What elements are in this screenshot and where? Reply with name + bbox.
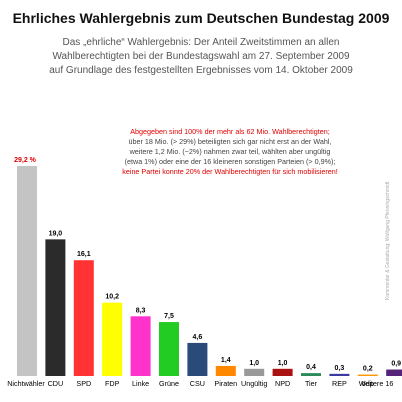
- value-label-10: 0,4: [306, 364, 316, 371]
- note-line-1: Abgegeben sind 100% der mehr als 62 Mio.…: [130, 127, 330, 136]
- bar-2: [73, 260, 94, 376]
- bars-group: [17, 166, 402, 376]
- bar-12: [357, 374, 378, 376]
- bar-0: [17, 166, 37, 376]
- bar-9: [272, 368, 293, 376]
- bar-1: [45, 239, 66, 376]
- bar-10: [301, 373, 321, 376]
- note-line-3: weitere 1,2 Mio. (~2%) nahmen zwar teil,…: [129, 147, 331, 156]
- note-line-5: keine Partei konnte 20% der Wahlberechti…: [122, 167, 337, 176]
- category-label-12: ödp: [362, 379, 374, 388]
- value-label-8: 1,0: [249, 360, 259, 367]
- note-line-2: über 18 Mio. (> 29%) beteiligten sich ga…: [129, 137, 332, 146]
- subtitle-line-1: Das „ehrliche“ Wahlergebnis: Der Anteil …: [62, 37, 340, 48]
- category-label-4: Linke: [132, 379, 149, 388]
- bar-13: [386, 369, 402, 376]
- category-label-1: CDU: [48, 379, 64, 388]
- value-label-6: 4,6: [193, 334, 203, 341]
- category-label-11: REP: [332, 379, 347, 388]
- subtitle-line-3: auf Grundlage des festgestellten Ergebni…: [49, 65, 353, 76]
- value-label-1: 19,0: [49, 230, 63, 237]
- value-label-5: 7,5: [164, 313, 174, 320]
- value-label-3: 10,2: [105, 294, 119, 301]
- bar-4: [130, 316, 151, 376]
- credit-text: Kommentar & Gestaltung: Wolfgang Pfennin…: [385, 181, 391, 300]
- value-label-11: 0,3: [335, 365, 345, 372]
- category-label-2: SPD: [76, 379, 91, 388]
- category-label-9: NPD: [275, 379, 290, 388]
- value-label-9: 1,0: [278, 360, 288, 367]
- bar-3: [102, 302, 123, 376]
- chart-notes: Abgegeben sind 100% der mehr als 62 Mio.…: [122, 127, 337, 176]
- category-label-7: Piraten: [214, 379, 237, 388]
- value-labels-group: 29,2 % 19,0 16,1 10,2 8,3 7,5 4,6 1,4 1,0 1,0 0,4 0…: [14, 157, 401, 373]
- category-label-10: Tier: [305, 379, 318, 388]
- category-label-6: CSU: [190, 379, 205, 388]
- value-label-12: 0,2: [363, 366, 373, 373]
- value-label-7: 1,4: [221, 357, 231, 364]
- category-labels-group: Nichtwähler CDU SPD FDP Linke Grüne CSU Piraten…: [7, 379, 393, 388]
- note-line-4: (etwa 1%) oder eine der 16 kleineren son…: [125, 157, 336, 166]
- chart-title: Ehrliches Wahlergebnis zum Deutschen Bun…: [12, 10, 390, 26]
- value-label-2: 16,1: [77, 251, 91, 258]
- category-label-13: Weitere 16: [359, 379, 394, 388]
- bar-6: [187, 342, 208, 376]
- bar-8: [244, 368, 265, 376]
- bar-11: [329, 373, 350, 376]
- subtitle-line-2: Wahlberechtigten bei der Bundestagswahl …: [52, 51, 350, 62]
- value-label-4: 8,3: [136, 307, 146, 314]
- category-label-0: Nichtwähler: [7, 379, 45, 388]
- bar-7: [215, 365, 236, 376]
- category-label-8: Ungültig: [241, 379, 267, 388]
- value-label-13: 0,9: [391, 361, 401, 368]
- bar-5: [159, 322, 179, 376]
- category-label-3: FDP: [105, 379, 120, 388]
- value-label-0: 29,2 %: [14, 157, 37, 164]
- category-label-5: Grüne: [159, 379, 179, 388]
